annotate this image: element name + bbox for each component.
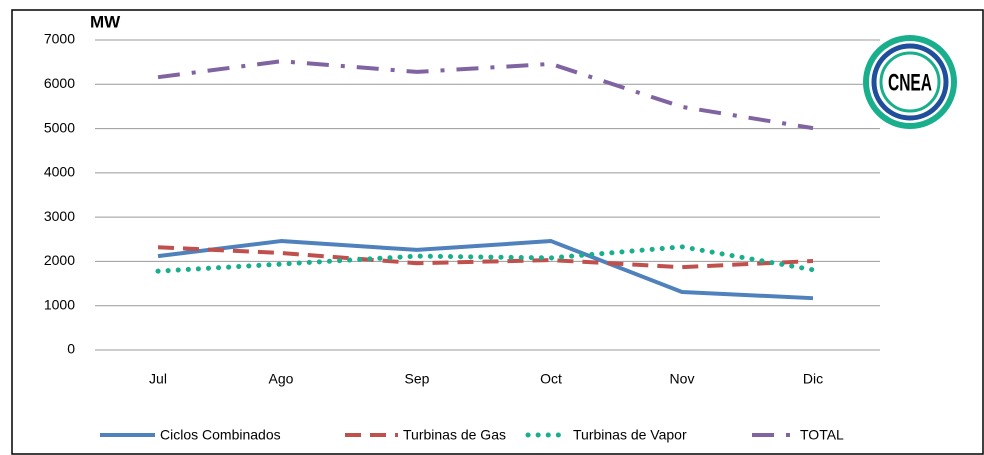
data-line: [157, 59, 814, 131]
y-tick-label: 3000: [44, 208, 75, 224]
x-tick-label: Nov: [670, 371, 695, 387]
y-tick-label: 7000: [44, 31, 75, 47]
data-line: [155, 244, 816, 274]
legend-label: Turbinas de Gas: [403, 427, 506, 443]
y-tick-label: 6000: [44, 75, 75, 91]
logo-ring: [879, 51, 941, 113]
y-axis-label: MW: [90, 12, 121, 31]
logo-ring: [863, 35, 957, 129]
data-line: [157, 239, 814, 301]
logo-text: CNEA: [888, 69, 932, 96]
x-tick-label: Ago: [269, 371, 294, 387]
legend-label: TOTAL: [800, 427, 844, 443]
y-tick-label: 2000: [44, 252, 75, 268]
chart-frame: [11, 9, 984, 455]
legend-label: Turbinas de Vapor: [573, 427, 687, 443]
logo-ring: [871, 43, 949, 121]
y-tick-label: 4000: [44, 164, 75, 180]
x-tick-label: Sep: [405, 371, 430, 387]
y-tick-label: 1000: [44, 296, 75, 312]
data-line: [157, 245, 814, 270]
x-tick-label: Dic: [803, 371, 823, 387]
y-tick-label: 0: [67, 341, 75, 357]
legend-label: Ciclos Combinados: [160, 427, 281, 443]
x-tick-label: Jul: [149, 371, 167, 387]
y-tick-label: 5000: [44, 119, 75, 135]
logo: CNEA: [863, 35, 957, 129]
x-tick-label: Oct: [540, 371, 562, 387]
